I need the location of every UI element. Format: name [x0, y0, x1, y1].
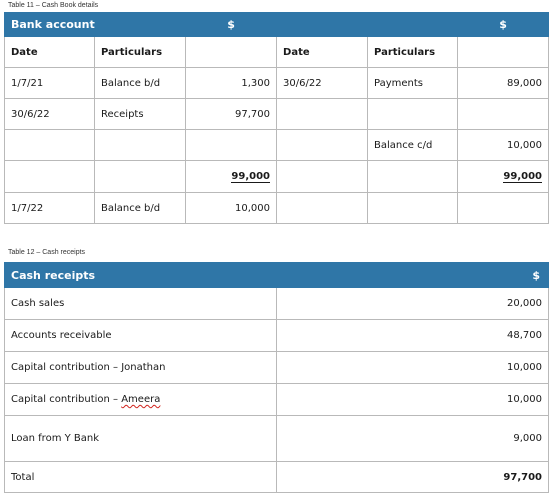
receipt-amount: 48,700	[276, 319, 549, 352]
particulars-cell: Payments	[367, 67, 459, 99]
table-row: Accounts receivable 48,700	[4, 319, 549, 352]
particulars-cell	[93, 129, 187, 161]
table-row: Cash sales 20,000	[4, 287, 549, 320]
particulars-cell: Balance b/d	[93, 67, 187, 99]
spellcheck-name: Ameera	[121, 394, 161, 405]
particulars-cell	[367, 160, 459, 193]
total-row: Total 97,700	[4, 461, 549, 493]
total-value-left: 99,000	[231, 171, 271, 183]
total-amount-left: 99,000	[185, 160, 278, 193]
table-row: Loan from Y Bank 9,000	[4, 415, 549, 462]
amount-cell	[185, 129, 278, 161]
table-row: Capital contribution – Ameera 10,000	[4, 383, 549, 416]
table-row: 30/6/22 Receipts 97,700	[4, 98, 550, 130]
receipt-amount: 9,000	[276, 415, 549, 462]
date-cell: 30/6/22	[276, 67, 369, 99]
header-spacer	[276, 12, 459, 37]
date-cell: 1/7/21	[4, 67, 95, 99]
receipt-label: Loan from Y Bank	[4, 415, 277, 462]
cash-receipts-title: Cash receipts	[4, 262, 277, 288]
currency-header-right: $	[457, 12, 550, 37]
totals-row: 99,000 99,000	[4, 160, 550, 193]
currency-header-left: $	[185, 12, 278, 37]
receipt-label: Cash sales	[4, 287, 277, 320]
receipt-label-prefix: Capital contribution –	[11, 394, 122, 405]
col-date-left: Date	[4, 36, 95, 68]
table-row: 1/7/21 Balance b/d 1,300 30/6/22 Payment…	[4, 67, 550, 99]
date-cell	[276, 98, 369, 130]
col-particulars-left: Particulars	[93, 36, 187, 68]
particulars-cell: Receipts	[93, 98, 187, 130]
amount-cell: 10,000	[457, 129, 550, 161]
amount-cell: 10,000	[185, 192, 278, 224]
date-cell	[276, 192, 369, 224]
receipt-amount: 10,000	[276, 351, 549, 384]
currency-header: $	[276, 262, 549, 288]
table-12-caption: Table 12 – Cash receipts	[8, 249, 86, 256]
col-amount-right	[457, 36, 550, 68]
total-amount-right: 99,000	[457, 160, 550, 193]
col-particulars-right: Particulars	[367, 36, 459, 68]
receipt-amount: 20,000	[276, 287, 549, 320]
table-11-caption: Table 11 – Cash Book details	[8, 2, 99, 9]
total-amount: 97,700	[276, 461, 549, 493]
bank-account-title: Bank account	[3, 12, 187, 37]
date-cell	[4, 160, 95, 193]
date-cell: 1/7/22	[4, 192, 95, 224]
receipt-label: Capital contribution – Jonathan	[4, 351, 277, 384]
table-12-header-row: Cash receipts $	[4, 262, 549, 288]
particulars-cell	[367, 192, 459, 224]
date-cell	[276, 160, 369, 193]
amount-cell: 97,700	[185, 98, 278, 130]
table-row: Balance c/d 10,000	[4, 129, 550, 161]
table-11-header-row: Bank account $ $	[3, 12, 550, 37]
table-row: 1/7/22 Balance b/d 10,000	[4, 192, 550, 224]
col-amount-left	[185, 36, 278, 68]
date-cell	[276, 129, 369, 161]
particulars-cell: Balance c/d	[367, 129, 459, 161]
particulars-cell	[367, 98, 459, 130]
table-row: Capital contribution – Jonathan 10,000	[4, 351, 549, 384]
amount-cell	[457, 98, 550, 130]
total-value-right: 99,000	[503, 171, 543, 183]
receipt-label: Accounts receivable	[4, 319, 277, 352]
amount-cell: 1,300	[185, 67, 278, 99]
amount-cell: 89,000	[457, 67, 550, 99]
cash-receipts-table: Cash receipts $ Cash sales 20,000 Accoun…	[4, 262, 549, 493]
receipt-label: Capital contribution – Ameera	[4, 383, 277, 416]
date-cell: 30/6/22	[4, 98, 95, 130]
receipt-amount: 10,000	[276, 383, 549, 416]
column-header-row: Date Particulars Date Particulars	[4, 36, 550, 68]
date-cell	[4, 129, 95, 161]
particulars-cell	[93, 160, 187, 193]
col-date-right: Date	[276, 36, 369, 68]
total-label: Total	[4, 461, 277, 493]
particulars-cell: Balance b/d	[93, 192, 187, 224]
bank-account-table: Bank account $ $ Date Particulars Date P…	[3, 12, 550, 224]
amount-cell	[457, 192, 550, 224]
